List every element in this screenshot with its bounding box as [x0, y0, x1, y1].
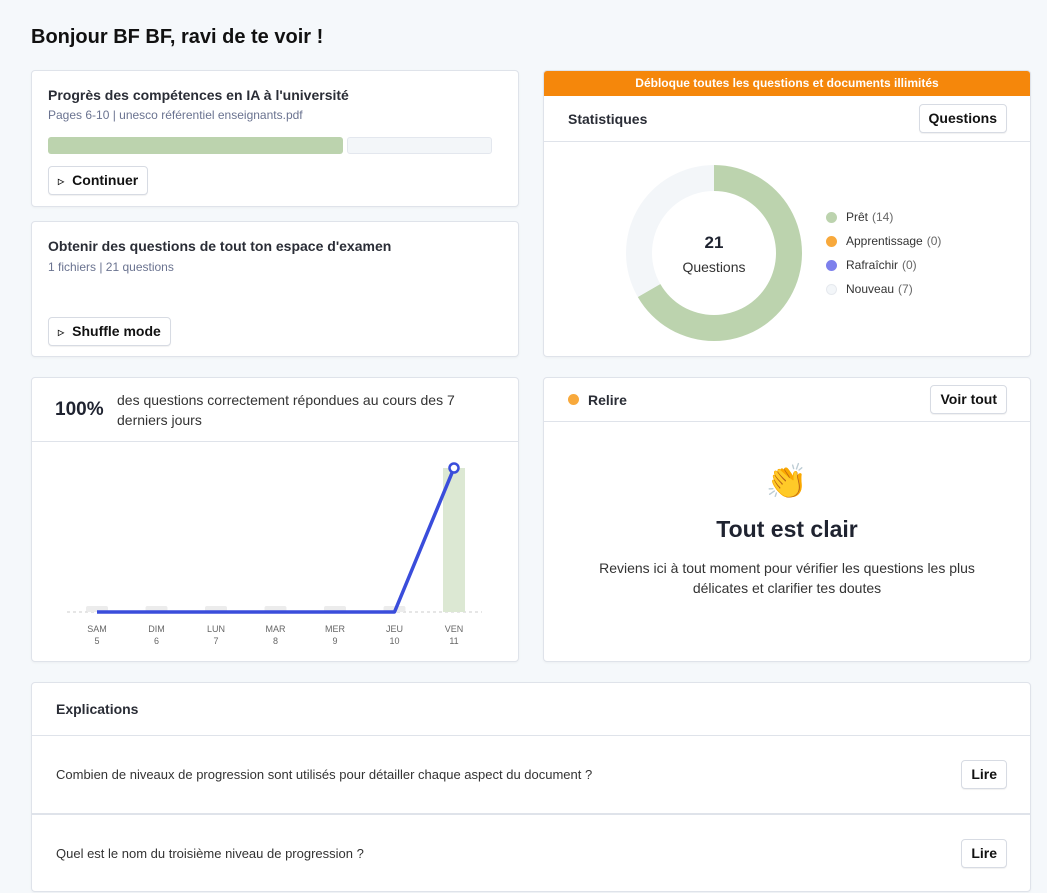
legend-label: Apprentissage: [846, 234, 923, 248]
bar: [443, 468, 465, 612]
x-tick-label: MER 9: [315, 623, 355, 647]
x-tick-day: SAM: [87, 624, 107, 634]
x-tick-date: 10: [389, 636, 400, 646]
x-tick-day: JEU: [385, 624, 403, 634]
stats-legend: Prêt (14) Apprentissage (0) Rafraîchir (0) Nou…: [826, 205, 941, 301]
clapping-hands-icon: 👏: [765, 463, 809, 501]
review-dot-icon: [568, 394, 579, 405]
accuracy-percent: 100%: [55, 399, 104, 420]
explanations-title: Explications: [56, 701, 139, 717]
donut-chart: [626, 165, 802, 341]
x-tick-label: VEN 11: [434, 623, 474, 647]
review-text: Reviens ici à tout moment pour vérifier …: [599, 560, 975, 596]
progress-bar: [48, 137, 492, 154]
legend-label: Nouveau: [846, 282, 895, 296]
questions-button[interactable]: Questions: [918, 104, 1007, 133]
explanations-card: Explications Combien de niveaux de progr…: [31, 682, 1031, 892]
accuracy-text: des questions correctement répondues au …: [117, 392, 455, 428]
review-title: Relire: [588, 392, 627, 408]
legend-dot-icon: [826, 283, 837, 295]
donut-slice-3: [626, 165, 714, 297]
review-heading: Tout est clair: [716, 516, 858, 542]
x-tick-day: MAR: [265, 624, 286, 634]
legend-count: (0): [902, 258, 917, 272]
x-tick-label: LUN 7: [196, 623, 236, 647]
progress-card-title: Progrès des compétences en IA à l'univer…: [48, 87, 349, 103]
legend-label: Rafraîchir: [846, 258, 899, 272]
progress-remaining: [347, 137, 492, 154]
donut-total-label: Questions: [682, 259, 746, 275]
continue-label: Continuer: [72, 172, 139, 188]
play-icon: ▷: [58, 177, 65, 186]
read-button[interactable]: Lire: [961, 760, 1007, 789]
x-tick-label: DIM 6: [137, 623, 177, 647]
x-tick-date: 11: [449, 636, 459, 646]
exam-card: Obtenir des questions de tout ton espace…: [31, 221, 519, 357]
x-tick-day: VEN: [444, 624, 464, 634]
shuffle-mode-button[interactable]: ▷ Shuffle mode: [48, 317, 171, 346]
exam-card-title: Obtenir des questions de tout ton espace…: [48, 238, 392, 254]
view-all-button[interactable]: Voir tout: [930, 385, 1007, 414]
legend-count: (14): [872, 210, 894, 224]
legend-count: (0): [926, 234, 942, 248]
legend-count: (7): [898, 282, 913, 296]
donut-total: 21: [704, 233, 724, 252]
review-card: Relire Voir tout 👏 Tout est clair Revien…: [543, 377, 1031, 662]
progress-fill: [48, 137, 344, 154]
legend-dot-icon: [826, 259, 837, 271]
exam-card-subtitle: 1 fichiers | 21 questions: [48, 260, 174, 274]
legend-item: Nouveau (7): [826, 277, 941, 301]
stats-card: Débloque toutes les questions et documen…: [543, 70, 1031, 357]
explanation-question: Combien de niveaux de progression sont u…: [56, 767, 593, 782]
explanation-item: Combien de niveaux de progression sont u…: [32, 735, 1030, 813]
x-tick-day: MER: [325, 624, 345, 634]
explanation-question: Quel est le nom du troisième niveau de p…: [56, 846, 364, 861]
accuracy-line: [97, 467, 456, 614]
donut-slice-0: [637, 165, 802, 341]
x-tick-date: 6: [153, 636, 159, 646]
read-button[interactable]: Lire: [961, 839, 1007, 868]
x-tick-day: LUN: [206, 624, 225, 634]
shuffle-label: Shuffle mode: [72, 323, 161, 339]
x-tick-date: 7: [213, 636, 219, 646]
continue-button[interactable]: ▷ Continuer: [48, 166, 149, 195]
accuracy-chart: [67, 462, 482, 614]
stats-title: Statistiques: [568, 111, 648, 127]
x-tick-date: 9: [332, 636, 338, 646]
x-tick-label: MAR 8: [256, 623, 296, 647]
legend-dot-icon: [826, 235, 837, 247]
play-icon: ▷: [58, 328, 65, 337]
upgrade-banner[interactable]: Débloque toutes les questions et documen…: [544, 71, 1030, 96]
legend-item: Apprentissage (0): [826, 229, 941, 253]
x-tick-date: 5: [94, 636, 100, 646]
x-tick-label: SAM 5: [77, 623, 117, 647]
progress-card: Progrès des compétences en IA à l'univer…: [31, 70, 519, 207]
legend-label: Prêt: [846, 210, 869, 224]
data-point: [448, 462, 460, 474]
legend-item: Rafraîchir (0): [826, 253, 941, 277]
legend-item: Prêt (14): [826, 205, 941, 229]
greeting: Bonjour BF BF, ravi de te voir !: [31, 26, 324, 48]
x-tick-date: 8: [272, 636, 278, 646]
explanation-item: Quel est le nom du troisième niveau de p…: [32, 813, 1030, 893]
x-tick-day: DIM: [148, 624, 165, 634]
progress-card-subtitle: Pages 6-10 | unesco référentiel enseigna…: [48, 108, 303, 122]
accuracy-card: 100% des questions correctement répondue…: [31, 377, 519, 662]
x-tick-label: JEU 10: [375, 623, 415, 647]
legend-dot-icon: [826, 211, 837, 223]
